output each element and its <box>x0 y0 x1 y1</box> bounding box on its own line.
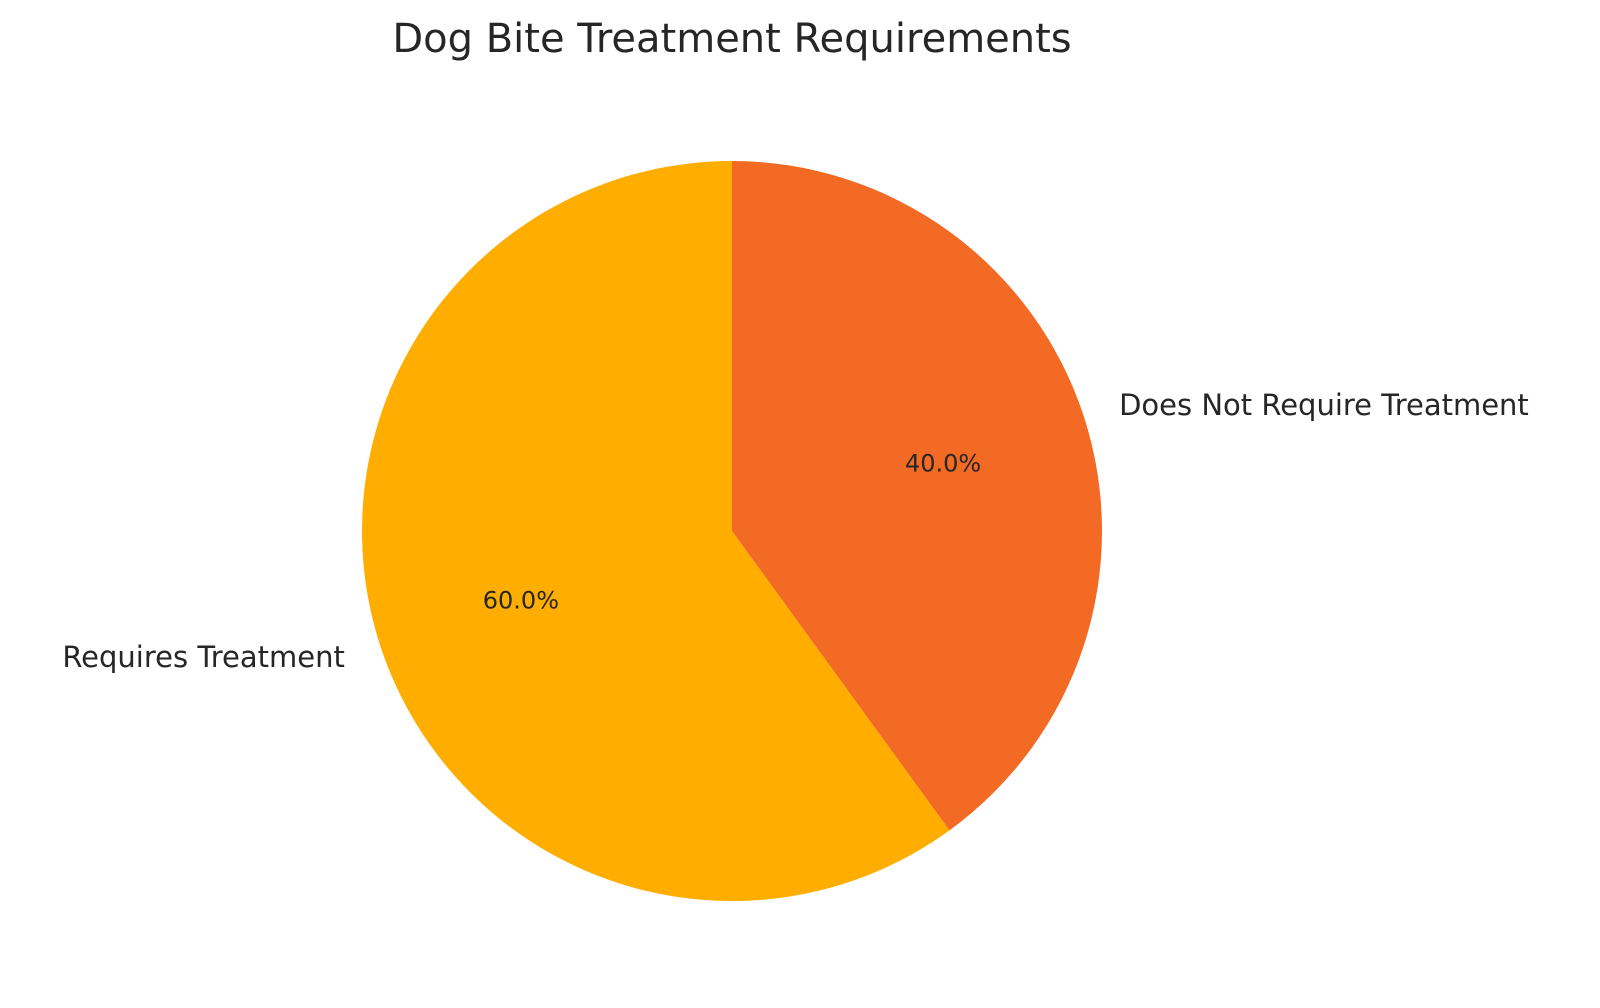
chart-title: Dog Bite Treatment Requirements <box>392 16 1071 62</box>
pie-slice-does-not-require-treatment <box>732 161 1103 831</box>
percent-label-requires-treatment: 60.0% <box>483 587 559 615</box>
pie-slices <box>362 161 1103 902</box>
percent-label-does-not-require-treatment: 40.0% <box>905 449 981 477</box>
pie-labels: Requires Treatment 60.0% Does Not Require … <box>62 388 1528 674</box>
slice-label-does-not-require-treatment: Does Not Require Treatment <box>1119 388 1529 422</box>
pie-slice-requires-treatment <box>362 161 950 902</box>
slice-label-requires-treatment: Requires Treatment <box>62 640 345 674</box>
